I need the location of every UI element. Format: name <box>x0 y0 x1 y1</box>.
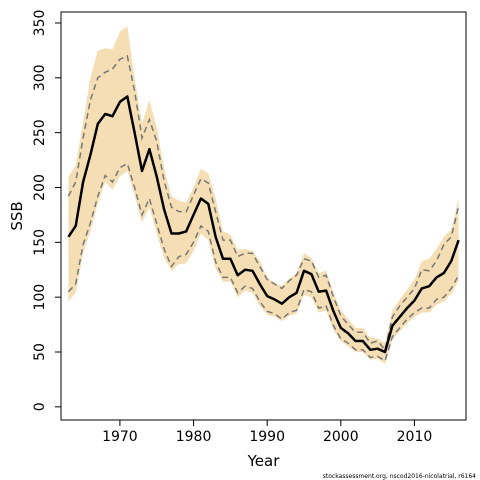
y-axis: 0 50 100 150 200 250 300 350 <box>32 10 61 411</box>
x-tick-label: 1980 <box>176 429 212 445</box>
x-tick-label: 1990 <box>249 429 285 445</box>
y-tick-label: 150 <box>32 229 48 256</box>
x-tick-label: 2000 <box>323 429 359 445</box>
y-tick-label: 50 <box>32 343 48 361</box>
x-axis-title: Year <box>247 452 281 470</box>
estimate-line <box>67 95 460 354</box>
lower-dashed-line <box>67 162 460 362</box>
y-axis-title: SSB <box>8 201 26 230</box>
y-tick-label: 0 <box>32 402 48 411</box>
upper-dashed-line <box>67 54 460 352</box>
x-tick-label: 1970 <box>102 429 138 445</box>
y-tick-label: 300 <box>32 64 48 91</box>
x-axis: 1970 1980 1990 2000 2010 <box>102 420 432 445</box>
y-tick-label: 250 <box>32 119 48 146</box>
footnote: stockassessment.org, nscod2016-nicolatri… <box>323 473 476 480</box>
plot-area <box>67 26 460 365</box>
x-tick-label: 2010 <box>397 429 433 445</box>
plot-frame <box>60 11 467 421</box>
y-tick-label: 200 <box>32 174 48 201</box>
y-tick-label: 100 <box>32 284 48 311</box>
y-tick-label: 350 <box>32 10 48 37</box>
confidence-band <box>68 26 459 365</box>
